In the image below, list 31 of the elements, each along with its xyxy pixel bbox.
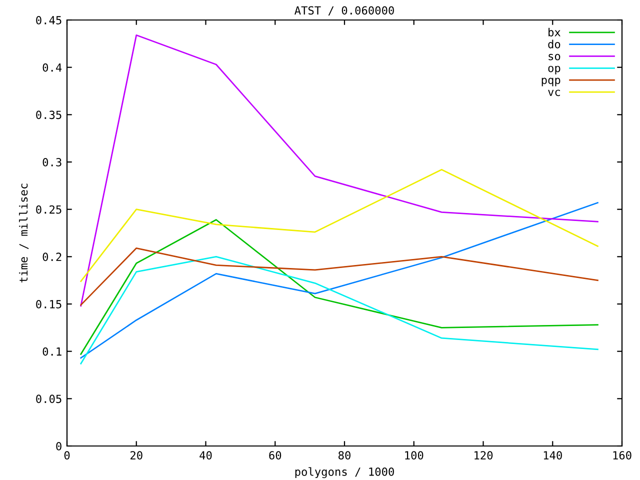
y-tick-label: 0.3 [42, 158, 62, 166]
y-tick-label: 0 [56, 442, 62, 450]
line-series [80, 256, 598, 364]
y-tick-label: 0.05 [36, 394, 62, 404]
x-tick-label: 20 [130, 451, 142, 460]
y-tick-label: 0.15 [36, 300, 62, 308]
x-tick-label: 40 [200, 451, 212, 460]
x-tick-label: 140 [544, 451, 562, 460]
x-tick-label: 60 [269, 451, 282, 460]
x-tick-label: 120 [474, 451, 493, 460]
y-tick-label: 0.2 [42, 252, 62, 262]
y-tick-label: 0.1 [42, 347, 62, 356]
y-tick-label: 0.45 [36, 16, 62, 24]
legend-label: vc [548, 90, 560, 96]
x-tick-label: 0 [64, 451, 70, 460]
chart-title: ATST / 0.060000 [294, 6, 394, 16]
legend-label: bx [548, 28, 560, 36]
y-tick-label: 0.4 [42, 63, 62, 72]
y-axis-title: time / millisec [19, 184, 29, 282]
legend-label: so [548, 54, 560, 60]
x-tick-label: 100 [405, 451, 424, 460]
x-tick-label: 80 [338, 451, 350, 460]
y-tick-label: 0.35 [36, 110, 62, 120]
line-series [80, 168, 598, 282]
line-series [80, 247, 598, 306]
y-tick-label: 0.25 [36, 205, 62, 214]
legend-label: op [548, 66, 560, 74]
x-tick-label: 160 [613, 451, 632, 460]
x-axis-title: polygons / 1000 [295, 467, 394, 478]
legend-label: pqp [542, 78, 560, 86]
legend-label: do [548, 40, 560, 48]
